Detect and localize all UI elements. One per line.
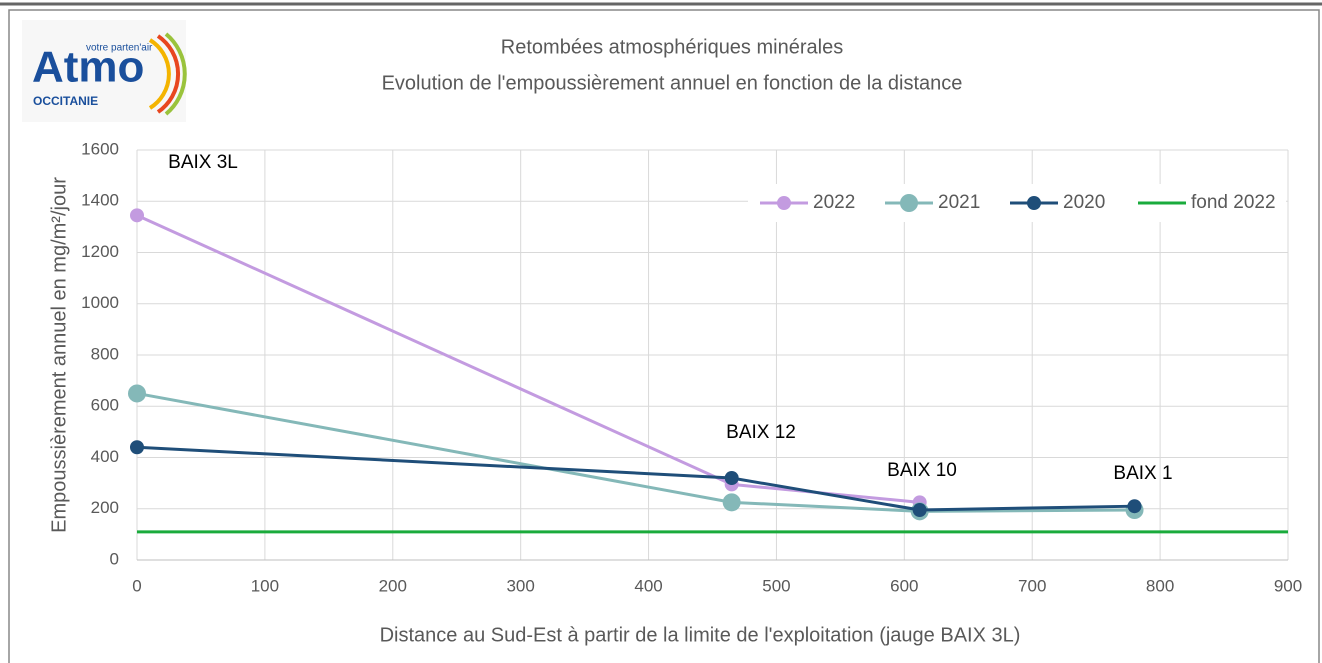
logo-region: OCCITANIE [33, 94, 98, 108]
series-line [136, 445, 1135, 512]
series-marker [724, 471, 739, 485]
legend-marker [900, 194, 918, 212]
legend-marker [1027, 196, 1041, 210]
y-tick-label: 400 [91, 447, 119, 466]
y-tick-label: 1400 [81, 191, 119, 210]
y-axis-label: Empoussièrement annuel en mg/m²/jour [48, 177, 70, 533]
x-tick-label: 200 [379, 576, 407, 595]
legend-label: 2021 [938, 192, 980, 213]
logo-arc [156, 34, 181, 114]
logo: votre parten'air Atmo OCCITANIE [22, 20, 187, 122]
x-tick-label: 0 [132, 576, 141, 595]
y-tick-label: 0 [110, 549, 119, 568]
series-line [136, 391, 1135, 513]
y-tick-label: 800 [91, 344, 119, 363]
series-marker [130, 208, 144, 223]
x-tick-label: 100 [251, 576, 279, 595]
series-marker [912, 503, 927, 518]
point-label: BAIX 3L [168, 152, 238, 173]
series-marker [130, 440, 144, 455]
legend-label: fond 2022 [1191, 192, 1276, 213]
x-tick-label: 700 [1018, 576, 1046, 595]
legend-label: 2020 [1063, 192, 1105, 213]
chart-subtitle: Evolution de l'empoussièrement annuel en… [382, 72, 963, 94]
x-axis-label: Distance au Sud-Est à partir de la limit… [380, 624, 1021, 646]
x-tick-label: 800 [1146, 576, 1174, 595]
y-tick-label: 1600 [81, 139, 119, 158]
logo-arc [164, 32, 187, 116]
point-label: BAIX 10 [887, 460, 957, 481]
point-label: BAIX 12 [726, 422, 796, 443]
x-tick-label: 600 [890, 576, 918, 595]
x-tick-label: 500 [762, 576, 790, 595]
legend-label: 2022 [813, 192, 855, 213]
logo-brand: Atmo [32, 43, 144, 92]
y-tick-label: 600 [91, 396, 119, 415]
series-marker [1127, 499, 1142, 514]
legend-marker [777, 196, 791, 210]
logo-arc [148, 38, 171, 110]
chart-title: Retombées atmosphériques minérales [501, 36, 843, 58]
point-label: BAIX 1 [1113, 463, 1172, 484]
y-tick-label: 1000 [81, 293, 119, 312]
y-tick-label: 1200 [81, 242, 119, 261]
series-marker [128, 384, 146, 403]
y-tick-label: 200 [91, 498, 119, 517]
x-tick-label: 900 [1274, 576, 1302, 595]
x-tick-label: 400 [634, 576, 662, 595]
series-marker [722, 493, 741, 512]
x-tick-label: 300 [506, 576, 534, 595]
logo-tagline: votre parten'air [86, 43, 153, 54]
frame [8, 9, 1320, 663]
